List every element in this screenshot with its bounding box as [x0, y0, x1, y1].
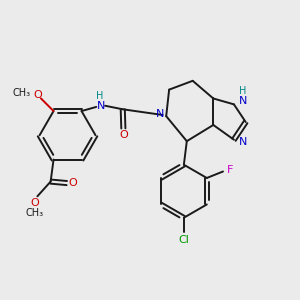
Text: N: N [97, 101, 105, 111]
Text: O: O [33, 90, 42, 100]
Text: Cl: Cl [178, 235, 189, 245]
Text: N: N [239, 137, 248, 147]
Text: F: F [226, 165, 233, 175]
Text: CH₃: CH₃ [12, 88, 30, 98]
Text: H: H [239, 86, 247, 96]
Text: O: O [30, 198, 39, 208]
Text: O: O [68, 178, 77, 188]
Text: N: N [156, 109, 164, 119]
Text: H: H [96, 91, 104, 101]
Text: O: O [119, 130, 128, 140]
Text: N: N [239, 96, 248, 106]
Text: CH₃: CH₃ [26, 208, 44, 218]
